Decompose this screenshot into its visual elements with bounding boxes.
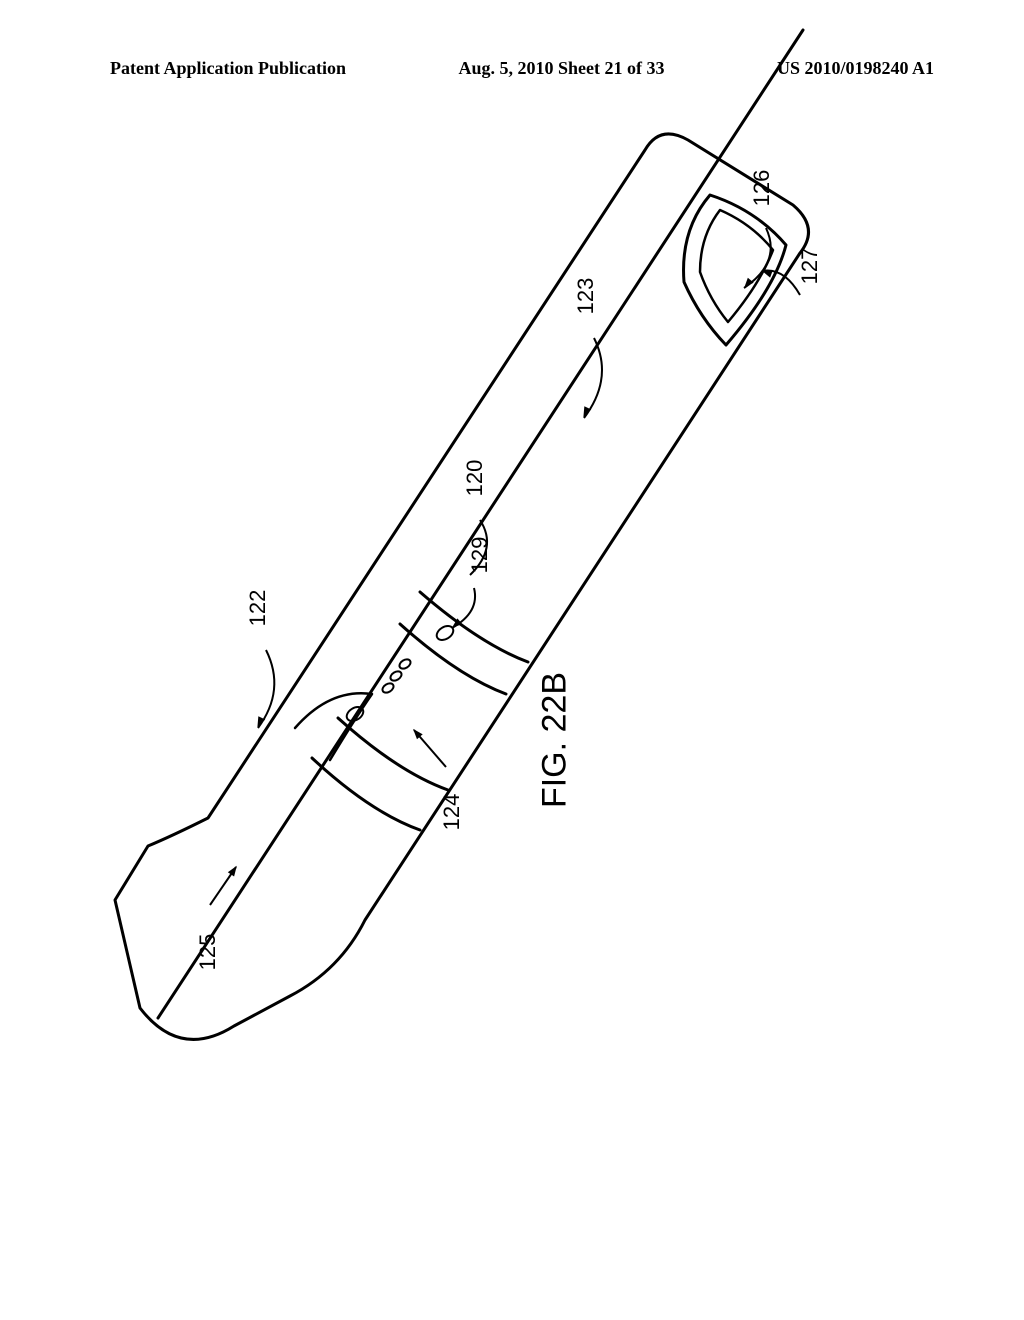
tip-slot-inner xyxy=(700,210,773,322)
ref-122: 122 xyxy=(245,590,271,627)
ref-123: 123 xyxy=(573,278,599,315)
figure-caption: FIG. 22B xyxy=(536,672,575,808)
ref-126: 126 xyxy=(749,170,775,207)
ref-125: 125 xyxy=(195,934,221,971)
ref-127: 127 xyxy=(797,248,823,285)
ref-129: 129 xyxy=(467,537,493,574)
holes xyxy=(344,623,456,724)
ring-left-b xyxy=(338,718,448,790)
ref-124: 124 xyxy=(439,794,465,831)
leader-122 xyxy=(258,650,274,728)
device-drawing xyxy=(115,30,809,1039)
device-outline xyxy=(115,134,809,1040)
hole xyxy=(434,623,456,643)
figure-svg xyxy=(0,0,1024,1320)
bottom-rail-line xyxy=(158,30,803,1018)
ref-120: 120 xyxy=(462,460,488,497)
hole xyxy=(389,669,403,682)
patent-page: Patent Application Publication Aug. 5, 2… xyxy=(0,0,1024,1320)
hole xyxy=(381,681,395,694)
hole xyxy=(398,657,412,670)
